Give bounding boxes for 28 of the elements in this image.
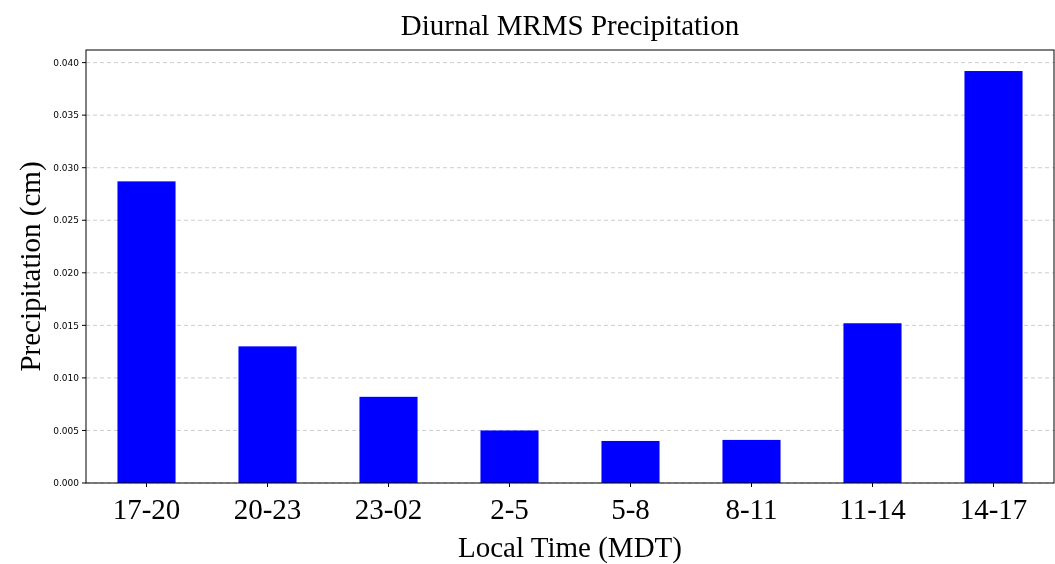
x-tick-label: 5-8 [611,493,650,525]
x-tick-label: 23-02 [354,493,423,525]
y-axis-title: Precipitation (cm) [14,161,47,372]
y-tick-label: 0.015 [53,320,79,331]
y-tick-label: 0.025 [53,215,79,226]
y-tick-label: 0.010 [53,373,80,384]
bar [480,430,539,483]
bar [722,439,781,483]
y-tick-label: 0.040 [53,57,80,68]
y-tick-label: 0.005 [53,425,79,436]
chart-title: Diurnal MRMS Precipitation [400,9,740,41]
bar [601,440,660,483]
y-tick-label: 0.000 [53,478,80,489]
bar [117,181,176,483]
bar [843,323,902,483]
y-tick-label: 0.020 [53,267,80,278]
x-axis-title: Local Time (MDT) [458,531,682,564]
x-tick-label: 2-5 [490,493,529,525]
bar [359,396,418,483]
x-tick-label: 14-17 [959,493,1028,525]
y-tick-label: 0.030 [53,162,80,173]
x-tick-label: 17-20 [112,493,181,525]
x-tick-label: 11-14 [839,493,907,525]
y-tick-label: 0.035 [53,110,79,121]
x-tick-label: 20-23 [233,493,302,525]
x-tick-label: 8-11 [725,493,778,525]
bar [964,71,1023,483]
bar [238,346,297,483]
